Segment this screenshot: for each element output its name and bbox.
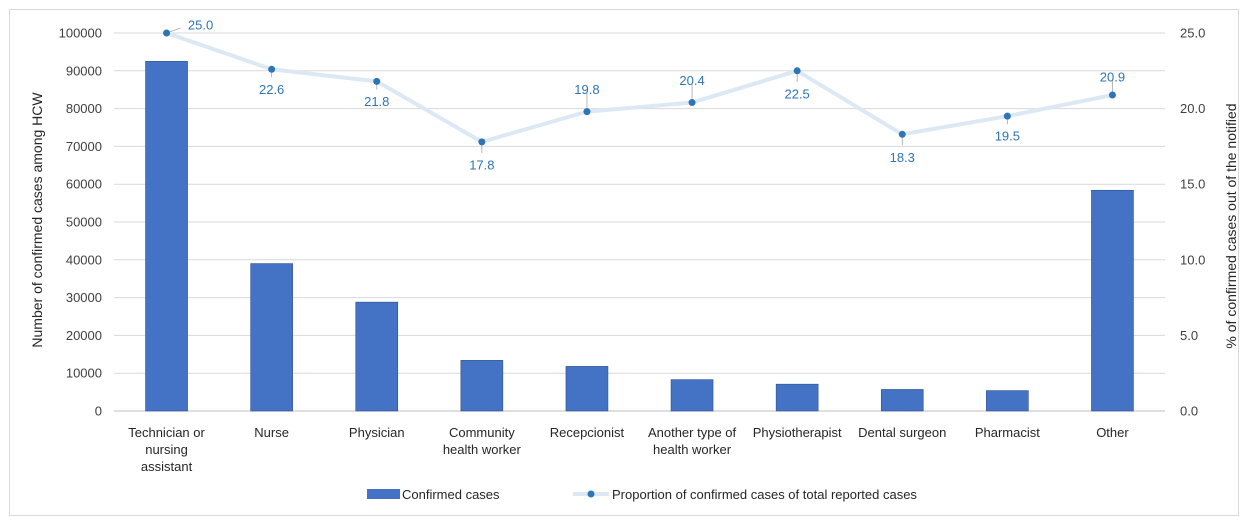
- y2-tick-label: 20.0: [1180, 101, 1205, 116]
- line-marker: [163, 29, 171, 37]
- bar: [775, 383, 819, 412]
- data-label: 19.8: [574, 82, 599, 97]
- category-label: Nurse: [254, 425, 289, 440]
- line-marker: [1003, 112, 1011, 120]
- y-tick-label: 80000: [66, 101, 102, 116]
- y-tick-label: 10000: [66, 366, 102, 381]
- category-label: Physician: [349, 425, 405, 440]
- category-label: Dental surgeon: [858, 425, 946, 440]
- y-tick-label: 60000: [66, 177, 102, 192]
- y2-tick-label: 5.0: [1180, 328, 1198, 343]
- y-tick-label: 20000: [66, 328, 102, 343]
- line-marker: [583, 108, 591, 116]
- tick-labels: 0 10000 20000 30000 40000 50000 60000 70000 8000…: [59, 26, 1206, 419]
- bar: [986, 390, 1029, 412]
- y-tick-label: 30000: [66, 290, 102, 305]
- data-label: 20.9: [1100, 69, 1125, 84]
- line-marker: [793, 67, 801, 75]
- bar: [145, 61, 188, 412]
- legend-bar-label: Confirmed cases: [402, 487, 500, 502]
- line-marker: [373, 77, 381, 85]
- bar-series: [145, 61, 1134, 412]
- bar: [880, 389, 924, 412]
- legend-line-marker: [587, 490, 595, 498]
- y2-tick-label: 0.0: [1180, 404, 1198, 419]
- y-tick-label: 70000: [66, 139, 102, 154]
- category-labels: Technician or nursing assistant Nurse Physic…: [128, 425, 1129, 474]
- bar: [250, 263, 293, 412]
- y2-axis-title: % of confirmed cases out of the notified: [1223, 103, 1239, 348]
- line-marker: [1108, 91, 1116, 99]
- data-label: 22.5: [784, 86, 809, 101]
- bar: [670, 379, 714, 412]
- y2-tick-label: 10.0: [1180, 252, 1205, 267]
- category-label: Other: [1096, 425, 1129, 440]
- bar: [1091, 189, 1134, 412]
- line-marker: [688, 99, 696, 107]
- legend-bar-swatch: [367, 489, 400, 499]
- line-marker: [898, 130, 906, 138]
- category-label: Recepcionist: [550, 425, 625, 440]
- bar: [460, 360, 504, 412]
- line-series: 25.0 22.6 21.8 17.8 19.8 20.4 22.5 18.3 19.5 20.9: [163, 18, 1125, 172]
- bar: [355, 301, 399, 412]
- data-label: 19.5: [995, 129, 1020, 144]
- line-marker: [478, 138, 486, 146]
- y-tick-label: 90000: [66, 63, 102, 78]
- category-label: Physiotherapist: [753, 425, 842, 440]
- y-tick-label: 0: [95, 404, 102, 419]
- data-label: 25.0: [188, 18, 213, 33]
- category-label: Another type of health worker: [648, 425, 737, 457]
- line-marker: [268, 65, 276, 73]
- category-label: Technician or nursing assistant: [128, 425, 205, 474]
- legend-line-label: Proportion of confirmed cases of total r…: [612, 487, 917, 502]
- y2-tick-label: 15.0: [1180, 177, 1205, 192]
- category-label: Pharmacist: [975, 425, 1040, 440]
- y2-tick-label: 25.0: [1180, 26, 1205, 41]
- data-label: 20.4: [679, 73, 704, 88]
- y-axis-title: Number of confirmed cases among HCW: [29, 92, 45, 348]
- y-tick-label: 50000: [66, 215, 102, 230]
- legend: Confirmed cases Proportion of confirmed …: [367, 487, 917, 502]
- data-label: 18.3: [890, 150, 915, 165]
- y-tick-label: 100000: [59, 26, 102, 41]
- y-tick-label: 40000: [66, 252, 102, 267]
- data-label: 17.8: [469, 157, 494, 172]
- data-label: 21.8: [364, 94, 389, 109]
- series-line: [165, 31, 1113, 144]
- chart-frame: [9, 9, 1239, 516]
- bar: [565, 366, 609, 412]
- category-label: Community health worker: [443, 425, 522, 457]
- data-label: 22.6: [259, 82, 284, 97]
